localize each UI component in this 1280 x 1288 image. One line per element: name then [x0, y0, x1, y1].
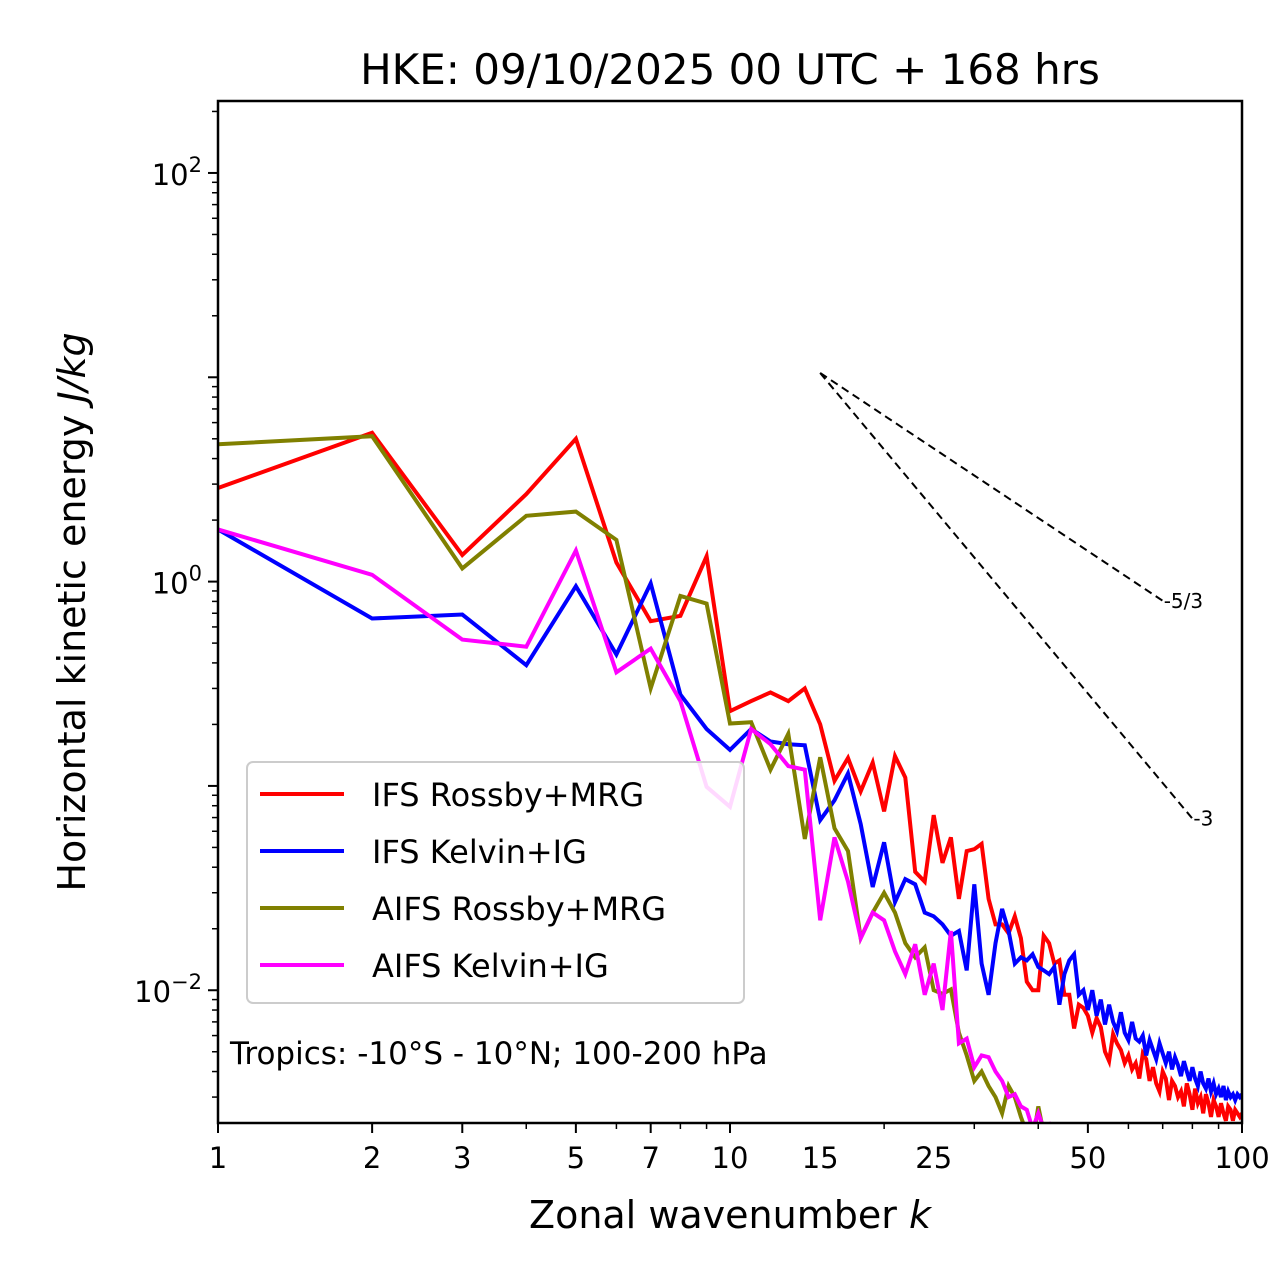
x-tick-label: 7 — [641, 1141, 659, 1175]
y-tick-label: 100 — [152, 562, 202, 601]
reference-slope-layer: -5/3 -3 — [819, 372, 1213, 831]
x-tick-label: 10 — [712, 1141, 749, 1175]
x-tick-label: 2 — [363, 1141, 381, 1175]
x-tick-label: 25 — [915, 1141, 952, 1175]
legend-label: AIFS Rossby+MRG — [372, 890, 666, 928]
series-line-ifs-rossby-mrg — [218, 430, 1242, 1122]
legend-label: IFS Kelvin+IG — [372, 833, 587, 871]
legend: IFS Rossby+MRG IFS Kelvin+IG AIFS Rossby+M… — [246, 761, 745, 1004]
x-tick-label: 1 — [209, 1141, 227, 1175]
legend-item: IFS Kelvin+IG — [260, 833, 587, 871]
x-tick-label: 100 — [1214, 1141, 1269, 1175]
x-tick-label: 50 — [1069, 1141, 1106, 1175]
y-tick-label: 10−2 — [134, 970, 202, 1009]
reference-slope-label: -5/3 — [1164, 589, 1203, 613]
x-axis-label: Zonal wavenumber k — [529, 1193, 933, 1237]
y-axis: 102 100 10−2 — [134, 110, 218, 1098]
reference-slope-line — [819, 372, 1194, 820]
legend-item: AIFS Kelvin+IG — [260, 947, 609, 985]
x-axis: 1 2 3 5 7 10 15 25 50 100 — [209, 1123, 1270, 1175]
region-annotation: Tropics: -10°S - 10°N; 100-200 hPa — [229, 1036, 768, 1072]
y-axis-label-unit: J/kg — [50, 332, 94, 409]
legend-label: IFS Rossby+MRG — [372, 776, 644, 814]
x-tick-label: 3 — [453, 1141, 471, 1175]
y-tick-label: 102 — [152, 153, 202, 192]
x-axis-label-text: Zonal wavenumber — [529, 1193, 897, 1237]
series-line-ifs-kelvin-ig — [218, 527, 1242, 1106]
x-tick-label: 5 — [567, 1141, 585, 1175]
legend-item: AIFS Rossby+MRG — [260, 890, 666, 928]
legend-label: AIFS Kelvin+IG — [372, 947, 609, 985]
x-axis-label-var: k — [909, 1193, 933, 1237]
chart-title: HKE: 09/10/2025 00 UTC + 168 hrs — [360, 45, 1100, 94]
reference-slope-line — [819, 372, 1164, 602]
y-axis-label: Horizontal kinetic energy J/kg — [50, 332, 94, 891]
series-layer — [218, 430, 1242, 1123]
reference-slope-label: -3 — [1193, 807, 1213, 831]
x-tick-label: 15 — [802, 1141, 839, 1175]
y-axis-label-text: Horizontal kinetic energy — [50, 415, 94, 892]
legend-frame — [246, 761, 745, 1004]
legend-item: IFS Rossby+MRG — [260, 776, 644, 814]
